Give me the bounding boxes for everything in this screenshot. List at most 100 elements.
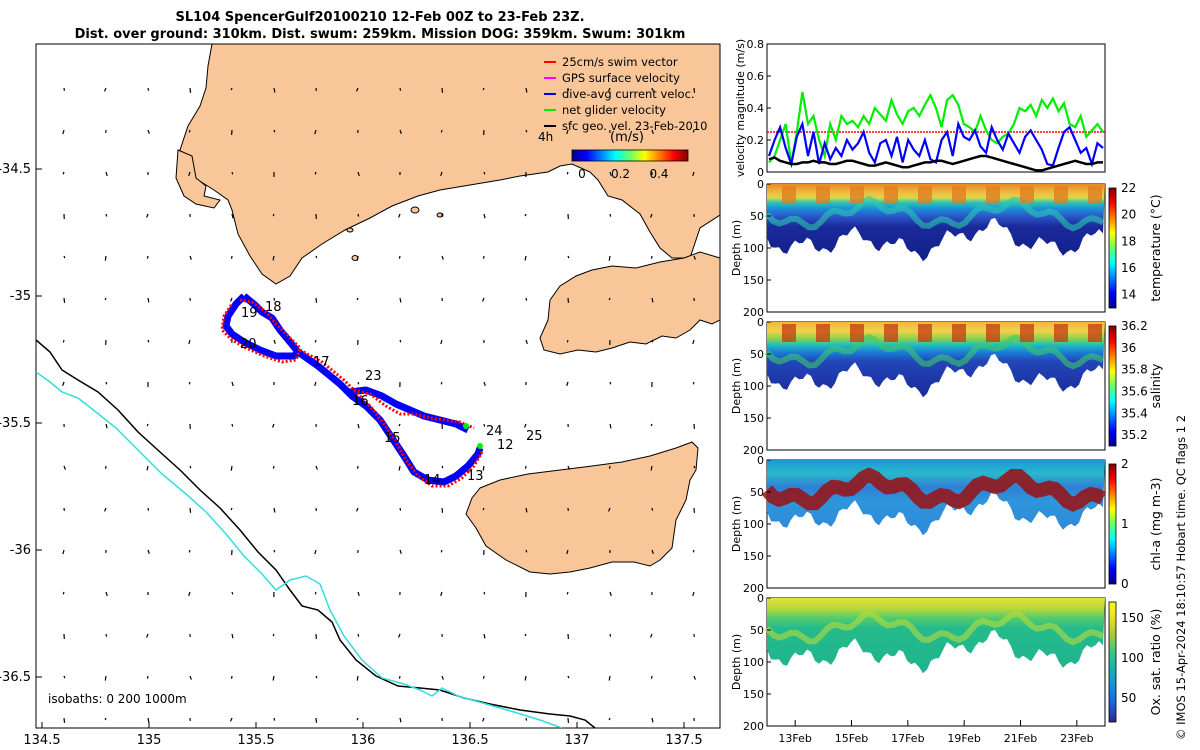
velocity-arrow <box>63 297 66 303</box>
velocity-arrow <box>272 423 275 428</box>
section-warm-patch <box>782 186 796 204</box>
section-warm-patch <box>1088 186 1102 204</box>
velocity-arrow <box>146 465 149 471</box>
map-y-tick-label: -35 <box>10 289 31 304</box>
velocity-arrow <box>441 465 444 469</box>
velocity-arrow <box>566 339 569 343</box>
velocity-arrow <box>399 297 402 303</box>
velocity-arrow <box>147 717 150 723</box>
velocity-arrow <box>482 87 485 91</box>
section-colorbar-tick: 35.4 <box>1121 406 1148 420</box>
section-warm-patch <box>952 324 966 342</box>
velocity-arrow <box>566 591 569 595</box>
land-yorke-peninsula <box>539 251 720 355</box>
velocity-arrow <box>525 129 528 133</box>
velocity-arrow <box>525 549 528 553</box>
velocity-arrow <box>692 591 695 597</box>
velocity-arrow <box>481 717 485 722</box>
day-label: 15 <box>384 431 401 446</box>
velocity-arrow <box>146 213 149 218</box>
section-y-tick-label: 200 <box>743 720 764 733</box>
time-tick-label: 15Feb <box>835 732 868 745</box>
legend-label: GPS surface velocity <box>562 71 680 85</box>
velocity-arrow <box>273 549 276 553</box>
section-warm-patch <box>1088 324 1102 342</box>
velocity-arrow <box>231 423 234 427</box>
velocity-arrow <box>105 423 108 429</box>
velocity-arrow <box>272 255 275 261</box>
velocity-arrow <box>525 717 528 721</box>
velocity-arrow <box>692 381 695 385</box>
speed-colorbar-gradient <box>571 149 689 162</box>
velocity-arrow <box>272 675 275 681</box>
velocity-arrow <box>229 717 233 722</box>
velocity-arrow <box>146 675 149 679</box>
section-panel-oxygen-saturation: 0 50 100 150 200 Depth (m) 50 100 150 Ox. sat. ra… <box>730 592 1163 733</box>
velocity-arrow <box>650 213 653 218</box>
velocity-arrow <box>356 297 359 301</box>
velocity-arrow <box>650 465 653 471</box>
time-tick-label: 19Feb <box>947 732 980 745</box>
map-x-tick-label: 135 <box>137 733 162 748</box>
isobath-1000m <box>36 371 563 728</box>
velocity-arrow <box>524 465 527 469</box>
velocity-arrow <box>481 297 485 302</box>
velocity-arrow <box>315 297 318 303</box>
map-y-tick-label: -34.5 <box>0 162 31 177</box>
velocity-arrow <box>607 87 611 92</box>
velocity-arrow <box>692 171 695 177</box>
velocity-arrow <box>188 339 191 345</box>
section-y-tick-label: 50 <box>750 348 764 361</box>
velocity-arrow <box>355 87 359 92</box>
section-warm-patch <box>986 186 1000 204</box>
day-label: 24 <box>486 424 503 439</box>
velocity-arrow <box>651 87 654 91</box>
velocity-arrow <box>147 507 150 511</box>
islet <box>436 212 444 218</box>
section-colorbar-tick: 14 <box>1121 288 1136 302</box>
section-colorbar-label: Ox. sat. ratio (%) <box>1148 609 1163 716</box>
velocity-arrow <box>441 255 444 260</box>
section-colorbar <box>1108 187 1117 309</box>
section-y-tick-label: 150 <box>743 412 764 425</box>
velocity-arrow <box>188 381 191 385</box>
section-y-tick-label: 100 <box>743 380 764 393</box>
velocity-arrow <box>608 675 611 681</box>
velocity-arrow <box>357 591 360 597</box>
velocity-y-label: velocity magnitude (m/s) <box>734 39 747 177</box>
velocity-arrow <box>692 339 695 345</box>
velocity-arrow <box>483 591 486 595</box>
velocity-arrow <box>524 423 527 428</box>
map-x-tick-label: 136 <box>351 733 376 748</box>
velocity-arrow <box>103 87 107 92</box>
velocity-arrow <box>692 549 695 553</box>
velocity-arrow <box>567 255 570 259</box>
velocity-arrow <box>62 591 65 595</box>
velocity-arrow <box>524 633 527 637</box>
velocity-arrow <box>231 213 234 219</box>
velocity-arrow <box>62 171 65 175</box>
velocity-arrow <box>273 507 276 513</box>
velocity-arrow <box>483 381 486 387</box>
velocity-arrow <box>567 465 570 470</box>
section-warm-patch <box>850 324 864 342</box>
velocity-arrow <box>104 675 107 681</box>
velocity-arrow <box>62 381 65 386</box>
time-tick-label: 21Feb <box>1004 732 1037 745</box>
velocity-arrow <box>440 339 443 345</box>
velocity-arrow <box>63 717 66 723</box>
section-warm-patch <box>918 186 932 204</box>
section-colorbar <box>1108 463 1117 585</box>
section-y-tick-label: 200 <box>743 306 764 319</box>
figure-title-line2: Dist. over ground: 310km. Dist. swum: 25… <box>74 27 686 42</box>
section-warm-patch <box>1054 186 1068 204</box>
velocity-arrow <box>147 87 150 91</box>
velocity-arrow <box>147 549 150 554</box>
velocity-arrow <box>62 549 65 555</box>
velocity-y-tick-label: 0.2 <box>747 134 765 147</box>
velocity-arrow <box>230 465 233 471</box>
velocity-arrow <box>398 213 401 218</box>
section-colorbar-tick: 100 <box>1121 651 1144 665</box>
velocity-arrow <box>356 255 359 261</box>
velocity-arrow <box>104 255 107 261</box>
